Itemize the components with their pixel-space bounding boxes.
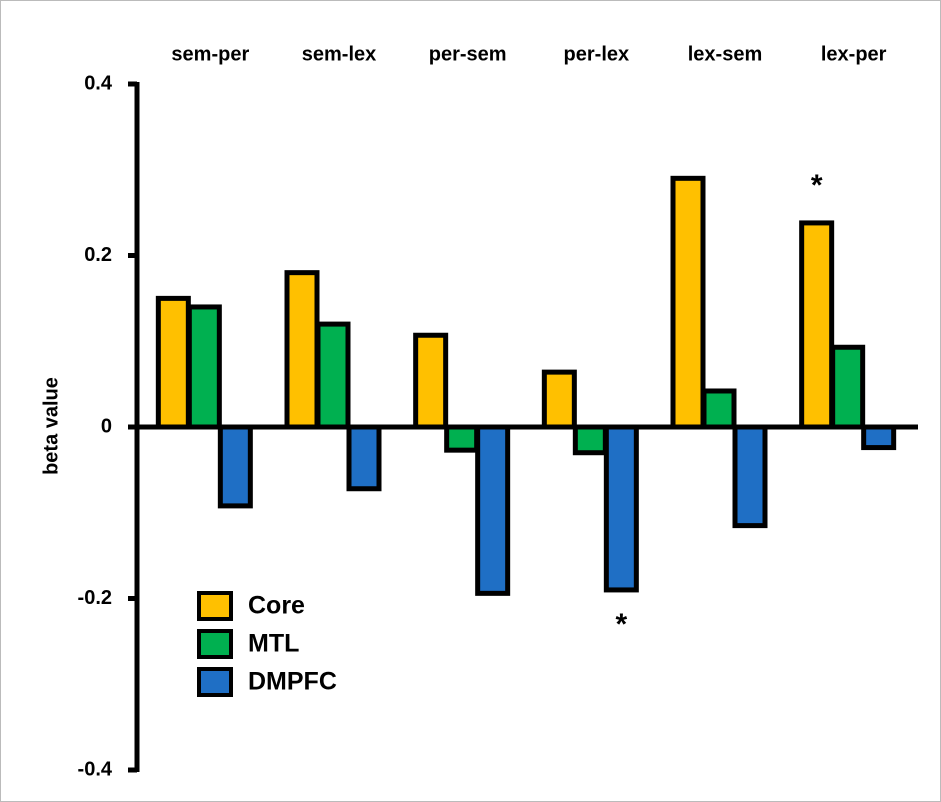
significance-marker: * — [615, 608, 627, 641]
bar — [572, 424, 608, 456]
bar — [186, 304, 222, 430]
bar — [346, 424, 382, 492]
y-tick-label: -0.4 — [78, 758, 113, 780]
bar — [217, 424, 253, 509]
y-axis-label: beta value — [40, 377, 62, 475]
y-tick-label: 0 — [101, 415, 112, 437]
category-label: sem-per — [171, 43, 249, 65]
bar — [155, 295, 191, 430]
significance-marker: * — [811, 169, 823, 202]
bar — [701, 388, 737, 430]
bar — [732, 424, 768, 529]
bar — [799, 220, 835, 430]
legend-swatch — [197, 667, 233, 697]
bar — [315, 321, 351, 430]
bar — [541, 369, 577, 430]
legend-label: MTL — [248, 630, 299, 658]
bar — [830, 344, 866, 430]
category-label: per-sem — [429, 43, 507, 65]
category-label: per-lex — [564, 43, 630, 65]
y-tick-label: -0.2 — [78, 587, 112, 609]
y-tick-label: 0.2 — [84, 244, 112, 266]
legend-label: DMPFC — [248, 668, 337, 696]
bar — [670, 175, 706, 430]
bar — [413, 332, 449, 430]
bar — [861, 424, 897, 451]
category-label: lex-per — [821, 43, 887, 65]
bar — [444, 424, 480, 453]
bar — [284, 270, 320, 430]
legend-swatch — [197, 629, 233, 659]
legend-swatch — [197, 591, 233, 621]
bar — [475, 424, 511, 596]
y-tick-label: 0.4 — [84, 72, 113, 94]
legend-label: Core — [248, 592, 305, 620]
category-label: lex-sem — [688, 43, 763, 65]
bar — [603, 424, 639, 593]
category-label: sem-lex — [302, 43, 377, 65]
